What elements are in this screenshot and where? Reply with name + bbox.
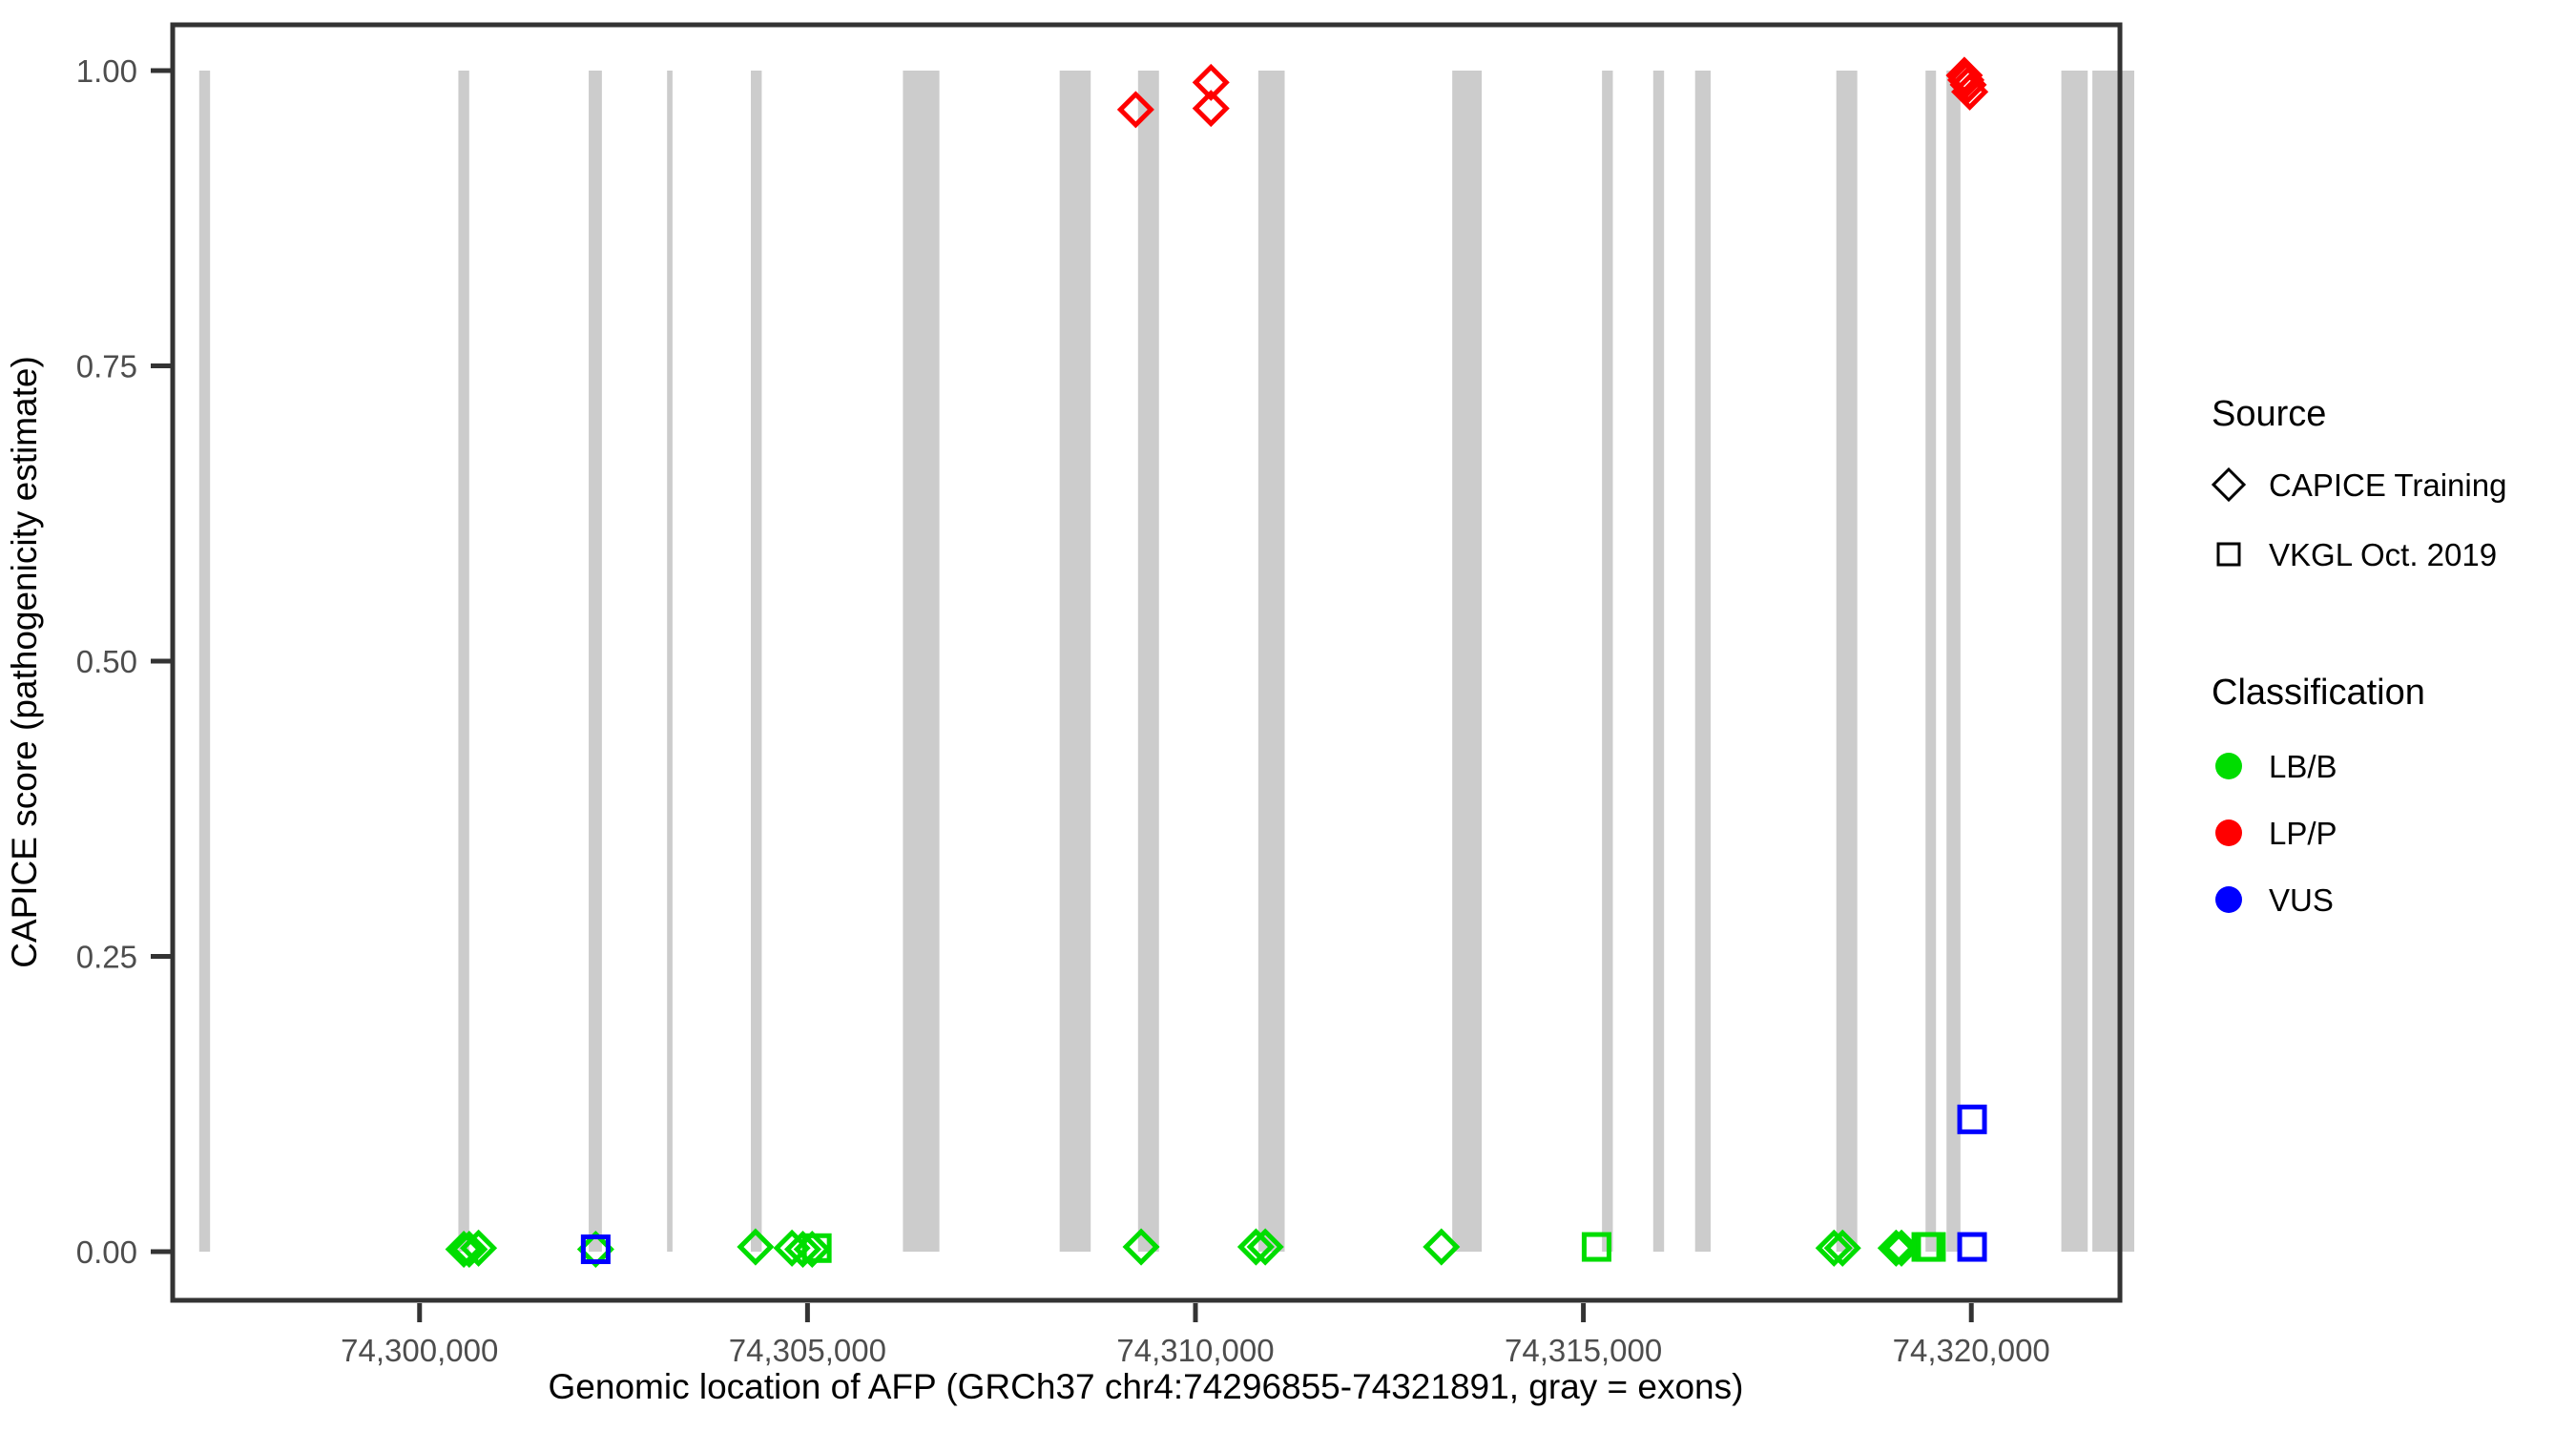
y-tick-label: 0.50 xyxy=(76,644,137,679)
x-tick-label: 74,305,000 xyxy=(729,1333,886,1368)
point-marker-diamond xyxy=(1192,63,1230,101)
exon-bar xyxy=(1925,71,1937,1252)
legend-label-lpp: LP/P xyxy=(2269,816,2337,851)
exon-bar xyxy=(903,71,940,1252)
exon-bar xyxy=(1452,71,1483,1252)
point-marker-square xyxy=(1916,1232,1946,1262)
point-marker-diamond xyxy=(1192,90,1230,128)
legend-item-vus[interactable]: VUS xyxy=(2215,882,2334,918)
legend-label-vus: VUS xyxy=(2269,882,2334,918)
legend-label-vkgl: VKGL Oct. 2019 xyxy=(2269,537,2497,572)
point-marker-diamond xyxy=(1951,73,1989,111)
y-tick-label: 0.25 xyxy=(76,940,137,975)
legend-item-capice-training[interactable]: CAPICE Training xyxy=(2211,467,2506,503)
y-axis: 0.00 0.25 0.50 0.75 1.00 xyxy=(76,53,171,1270)
point-marker-square xyxy=(801,1233,832,1263)
point-marker-diamond xyxy=(1815,1229,1853,1267)
legend-label-lbb: LB/B xyxy=(2269,749,2337,784)
exon-bar xyxy=(2092,71,2134,1252)
point-marker-diamond xyxy=(1423,1228,1461,1266)
point-marker-diamond xyxy=(793,1230,831,1269)
exon-bar xyxy=(1836,71,1858,1252)
exon-bar xyxy=(1137,71,1159,1252)
y-tick-label: 0.75 xyxy=(76,349,137,384)
point-marker-diamond xyxy=(737,1228,775,1266)
point-marker-square xyxy=(1581,1232,1611,1262)
exon-bar xyxy=(458,71,469,1252)
legend-item-vkgl[interactable]: VKGL Oct. 2019 xyxy=(2216,537,2497,572)
point-marker-diamond xyxy=(783,1230,822,1269)
exon-bar xyxy=(1694,71,1711,1252)
exon-bar xyxy=(667,71,673,1252)
dot-icon-vus xyxy=(2215,886,2242,913)
diamond-icon xyxy=(2211,467,2247,503)
point-marker-diamond xyxy=(450,1230,488,1269)
dot-icon-lpp xyxy=(2215,819,2242,846)
exon-bar xyxy=(2061,71,2088,1252)
exon-bar xyxy=(198,71,211,1252)
point-marker-diamond xyxy=(1116,91,1154,129)
x-axis: 74,300,000 74,305,000 74,310,000 74,315,000… xyxy=(341,1303,2050,1368)
legend-item-lbb[interactable]: LB/B xyxy=(2215,749,2337,784)
point-marker-square xyxy=(1957,1232,1987,1262)
panel-frame xyxy=(170,22,2123,1303)
x-tick-label: 74,315,000 xyxy=(1505,1333,1662,1368)
exon-bar xyxy=(1257,71,1285,1252)
legend-title-classification: Classification xyxy=(2212,673,2425,713)
exon-bar xyxy=(1059,71,1091,1252)
point-marker-diamond xyxy=(445,1230,483,1269)
point-marker-diamond xyxy=(1236,1228,1275,1266)
point-marker-diamond xyxy=(1246,1228,1284,1266)
point-marker-diamond xyxy=(460,1229,498,1267)
point-marker-diamond xyxy=(1122,1228,1160,1266)
point-marker-diamond xyxy=(1949,66,1987,104)
point-marker-square xyxy=(580,1234,611,1265)
legend-title-source: Source xyxy=(2212,394,2326,434)
y-tick-label: 1.00 xyxy=(76,53,137,89)
x-axis-title: Genomic location of AFP (GRCh37 chr4:742… xyxy=(549,1367,1744,1406)
legend-label-capice-training: CAPICE Training xyxy=(2269,467,2506,503)
legend: Source CAPICE Training VKGL Oct. 2019 Cl… xyxy=(2211,394,2506,918)
data-points-layer xyxy=(445,56,1989,1269)
point-marker-square xyxy=(1957,1104,1987,1134)
exon-bar xyxy=(589,71,602,1252)
exon-bar xyxy=(1652,71,1665,1252)
dot-icon-lbb xyxy=(2215,753,2242,779)
x-tick-label: 74,300,000 xyxy=(341,1333,498,1368)
point-marker-diamond xyxy=(1877,1229,1915,1267)
exon-bar xyxy=(1946,71,1961,1252)
x-tick-label: 74,310,000 xyxy=(1116,1333,1274,1368)
y-axis-title: CAPICE score (pathogenicity estimate) xyxy=(5,356,44,968)
y-tick-label: 0.00 xyxy=(76,1234,137,1270)
point-marker-diamond xyxy=(1823,1229,1861,1267)
exon-bar xyxy=(751,71,762,1252)
x-tick-label: 74,320,000 xyxy=(1893,1333,2050,1368)
exon-bars-layer xyxy=(198,71,2134,1252)
legend-item-lpp[interactable]: LP/P xyxy=(2215,816,2337,851)
exon-bar xyxy=(1602,71,1613,1252)
square-icon xyxy=(2216,542,2241,567)
